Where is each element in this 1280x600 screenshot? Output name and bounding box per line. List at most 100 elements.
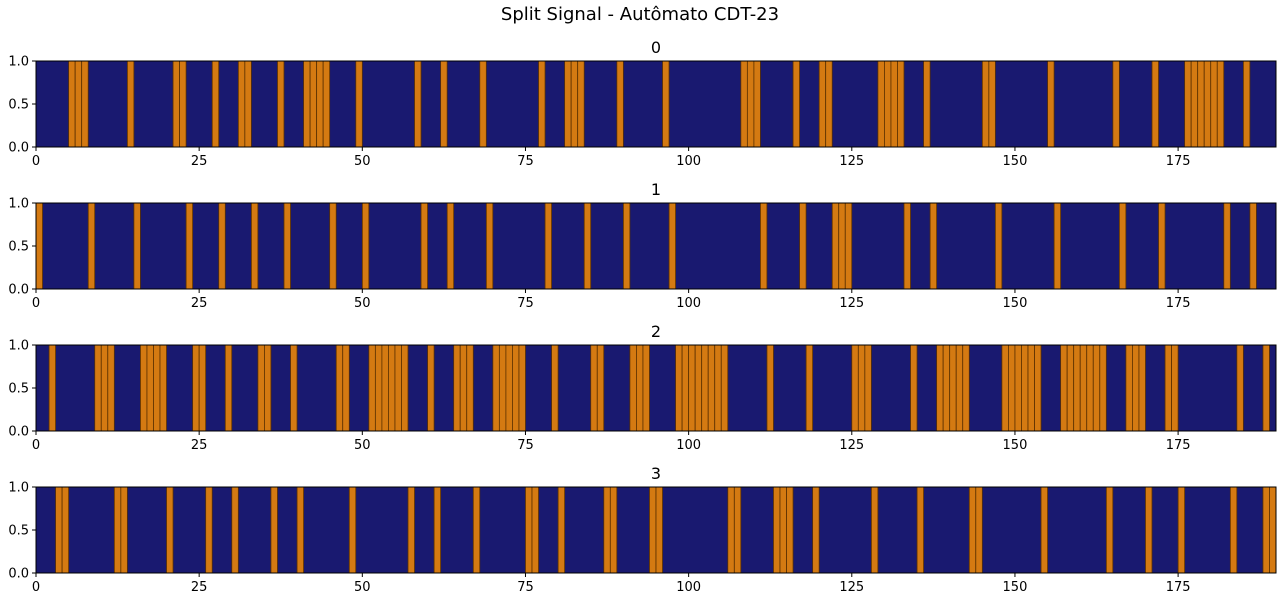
signal-bar [322,60,331,148]
signal-bar [479,60,487,148]
x-tick-label: 50 [354,438,371,453]
signal-bar [583,202,592,290]
signal-bar [446,202,455,290]
signal-bar [1099,344,1107,432]
x-tick-label: 75 [517,438,534,453]
signal-bar [1216,60,1225,148]
signal-bar [1060,344,1068,432]
signal-bar [773,486,781,574]
x-tick-label: 0 [32,154,40,169]
signal-bar [120,486,128,574]
signal-bar [570,60,579,148]
signal-bar [1092,344,1101,432]
signal-bar [753,60,761,148]
signal-bar [616,60,624,148]
signal-bar [296,486,304,574]
signal-bar [1112,60,1120,148]
y-tick-label: 0.5 [8,382,29,397]
x-tick-label: 175 [1166,154,1191,169]
x-tick-label: 125 [839,438,864,453]
signal-bar [472,486,481,574]
signal-bar [1047,60,1055,148]
signal-bar [838,202,846,290]
signal-bar [531,486,539,574]
signal-bar [179,60,187,148]
x-tick-label: 50 [354,154,371,169]
x-tick-label: 0 [32,580,40,595]
signal-bar [48,344,56,432]
signal-bar [1125,344,1133,432]
signal-bar [897,60,905,148]
signal-bar [851,344,859,432]
signal-bar [250,202,259,290]
signal-bar [805,344,814,432]
signal-bar [1034,344,1042,432]
x-tick-label: 175 [1166,296,1191,311]
signal-bar [1210,60,1218,148]
signal-bar [113,486,122,574]
signal-bar [760,202,768,290]
signal-bar [1105,486,1114,574]
x-tick-label: 100 [676,154,701,169]
signal-bar [355,60,363,148]
signal-bar [172,60,180,148]
signal-bar [1177,486,1186,574]
signal-bar [146,344,154,432]
signal-bar [577,60,585,148]
signal-bar [596,344,605,432]
signal-bar [1053,202,1062,290]
signal-bar [218,202,226,290]
panel-0: 0 0 25 50 75 100 125 150 175 0.0 0.5 1.0 [8,38,1277,169]
signal-bar [498,344,507,432]
signal-bar [799,202,807,290]
panels-container: 0 0 25 50 75 100 125 150 175 0.0 0.5 1.0 1 0 25 50 75 100… [8,38,1277,595]
signal-bar [812,486,820,574]
signal-bar [107,344,115,432]
x-tick-label: 150 [1003,580,1028,595]
signal-bar [290,344,298,432]
signal-bar [884,60,892,148]
signal-bar [962,344,970,432]
signal-bar [335,344,344,432]
signal-bar [1249,202,1257,290]
signal-bar [1164,344,1172,432]
signal-bar [936,344,944,432]
y-tick-label: 1.0 [8,339,29,354]
signal-bar [518,344,526,432]
signal-bar [1073,344,1081,432]
signal-bar [316,60,324,148]
x-tick-label: 25 [191,296,208,311]
signal-bar [1040,486,1048,574]
signal-bar [342,344,350,432]
signal-bar [185,202,194,290]
x-tick-label: 125 [839,580,864,595]
signal-bar [512,344,520,432]
signal-bar [35,202,43,290]
signal-bar [981,60,990,148]
signal-bar [394,344,402,432]
panel-2: 2 0 25 50 75 100 125 150 175 0.0 0.5 1.0 [8,322,1277,453]
signal-bar [427,344,435,432]
x-tick-label: 75 [517,154,534,169]
y-tick-label: 1.0 [8,55,29,70]
signal-bar [1197,60,1205,148]
signal-bar [153,344,161,432]
signal-bar [923,60,931,148]
signal-bar [492,344,500,432]
signal-bar [505,344,513,432]
signal-bar [844,202,853,290]
signal-bar [309,60,318,148]
chart-title: Split Signal - Autômato CDT-23 [501,4,779,25]
signal-bar [1118,202,1127,290]
x-tick-label: 25 [191,154,208,169]
y-tick-label: 0.5 [8,240,29,255]
signal-bar [538,60,546,148]
signal-bar [740,60,748,148]
signal-bar [681,344,690,432]
panel-background [36,61,1276,147]
signal-bar [622,202,631,290]
signal-bar [466,344,474,432]
signal-bar [237,60,246,148]
signal-bar [590,344,598,432]
signal-bar [368,344,376,432]
